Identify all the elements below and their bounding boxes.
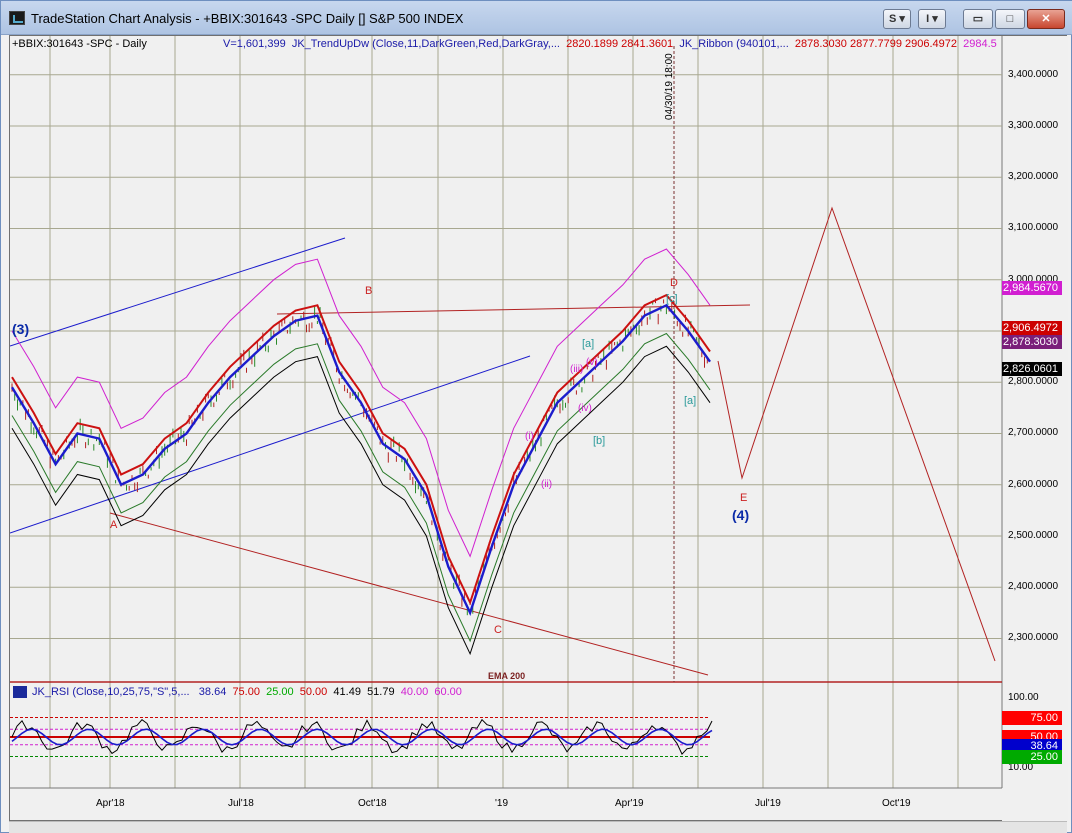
wave-label: (iv) [578,403,592,414]
rsi-value-6: 51.79 [367,686,395,698]
wave-labels: (3) B A C D E (4) [a] [c] [b] [a] (iii)(v) (iv) (i) (i… [12,277,749,636]
chart-area[interactable]: (3) B A C D E (4) [a] [c] [b] [a] (iii) (v) (iv) (i) (i… [9,35,1068,822]
rsi-value-8: 60.00 [434,686,462,698]
rsi-axis-label: 10.00 [1008,762,1034,774]
month-label: '19 [495,798,509,809]
rsi-value-3: 25.00 [266,686,294,698]
trend-channels [10,46,996,682]
ribbon-last-value: 2984.5 [963,38,997,50]
price-axis-label: 2,600.0000 [1008,478,1059,490]
wave-label: [a] [582,338,594,350]
rsi-value-badge: 75.00 [1002,710,1062,725]
upper-triangle-line [276,304,751,315]
price-axis-background [1002,36,1068,822]
indicator-menu-button[interactable]: I ▾ [918,9,946,29]
rsi-header: JK_RSI (Close,10,25,75,"S",5,... 38.64 7… [32,686,462,698]
minimize-button[interactable]: ▭ [963,9,993,29]
rsi-line-slow [11,728,713,746]
wave-label: [b] [593,435,605,447]
price-axis-label: 2,500.0000 [1008,529,1059,541]
ribbon-line-magenta [11,248,711,558]
rsi-indicator-name: JK_RSI (Close,10,25,75,"S",5,... [32,686,190,698]
style-menu-button[interactable]: S ▾ [883,9,911,29]
rsi-value-4: 50.00 [299,686,328,698]
date-marker-label: 04/30/19 18:00 [664,53,675,120]
rsi-axis-label: 100.00 [1008,692,1039,703]
month-label: Oct'19 [882,798,911,809]
indicator-header: V=1,601,399 JK_TrendUpDw (Close,11,DarkG… [223,38,997,50]
rsi-line-fast [11,718,713,755]
price-axis-label: 3,000.0000 [1008,273,1059,285]
trend-line-red [11,293,711,606]
rsi-value-7: 40.00 [400,686,429,698]
month-label: Oct'18 [358,798,387,809]
wave-label: (i) [525,431,534,442]
last-price-badge: 2,906.4972 [1002,320,1062,335]
month-label: Jul'19 [755,798,781,809]
price-plot-background [10,36,1002,682]
trend-indicator-name: JK_TrendUpDw (Close,11,DarkGreen,Red,Dar… [291,38,560,50]
rsi-icon [13,686,27,698]
wave-label: (ii) [541,479,552,490]
rsi-pane [10,717,713,757]
rsi-value-2: 75.00 [232,686,260,698]
wave-label: E [740,492,747,504]
rsi-value-1: 38.64 [198,686,227,698]
trend-line-black [11,345,711,656]
price-axis-label: 2,400.0000 [1008,581,1059,593]
rsi-value-badge: 25.00 [1002,749,1062,764]
indicator-lines [10,248,711,656]
trend-line-blue [10,303,711,617]
wave-label: D [670,277,678,289]
wave-label: [c] [666,293,678,305]
maximize-button[interactable]: □ [995,9,1025,29]
last-price-badge: 2,878.3030 [1002,335,1062,350]
price-axis-label: 3,400.0000 [1008,68,1059,80]
ribbon-indicator-values: 2878.3030 2877.7799 2906.4972 [794,38,958,50]
title-bar[interactable]: TradeStation Chart Analysis - +BBIX:3016… [1,1,1072,35]
lower-triangle-line [109,512,709,676]
price-axis-label: 3,200.0000 [1008,171,1059,183]
price-axis-label: 2,300.0000 [1008,632,1059,644]
price-axis-label: 2,800.0000 [1008,376,1059,388]
ribbon-indicator-name: JK_Ribbon (940101,... [679,38,789,50]
volume-value: V=1,601,399 [223,38,286,50]
wave-label: (3) [12,321,29,337]
window-title: TradeStation Chart Analysis - +BBIX:3016… [31,11,464,26]
last-price-badge: 2,826.0601 [1002,361,1062,376]
status-bar [9,821,1067,833]
price-chart-svg[interactable]: (3) B A C D E (4) [a] [c] [b] [a] (iii)(v) (iv) (i) (i… [10,36,1068,822]
wave-label: (4) [732,507,749,523]
upper-channel-line [10,237,346,347]
price-axis-label: 2,700.0000 [1008,427,1059,439]
month-label: Jul'18 [228,798,254,809]
tradestation-app-icon [9,11,25,25]
wave-label: (v) [586,357,598,368]
projection-path [717,206,996,662]
symbol-label: +BBIX:301643 -SPC - Daily [12,38,147,50]
wave-label: A [110,519,118,531]
ema-200-label: EMA 200 [488,671,525,681]
wave-label: [a] [684,395,696,407]
price-grid [10,36,1002,788]
last-price-badge: 2,984.5670 [1002,280,1062,295]
month-label: Apr'19 [615,798,644,809]
close-button[interactable]: ✕ [1027,9,1065,29]
wave-label: B [365,285,372,297]
price-axis-label: 3,100.0000 [1008,222,1059,234]
month-label: Apr'18 [96,798,125,809]
lower-channel-line [10,355,531,534]
wave-label: (iii) [570,364,583,375]
price-axis-label: 3,300.0000 [1008,119,1059,131]
rsi-value-badge: 38.64 [1002,738,1062,753]
wave-label: C [494,624,502,636]
trend-line-green [11,332,711,643]
rsi-value-5: 41.49 [333,686,361,698]
trend-indicator-values: 2820.1899 2841.3601 [566,38,674,50]
